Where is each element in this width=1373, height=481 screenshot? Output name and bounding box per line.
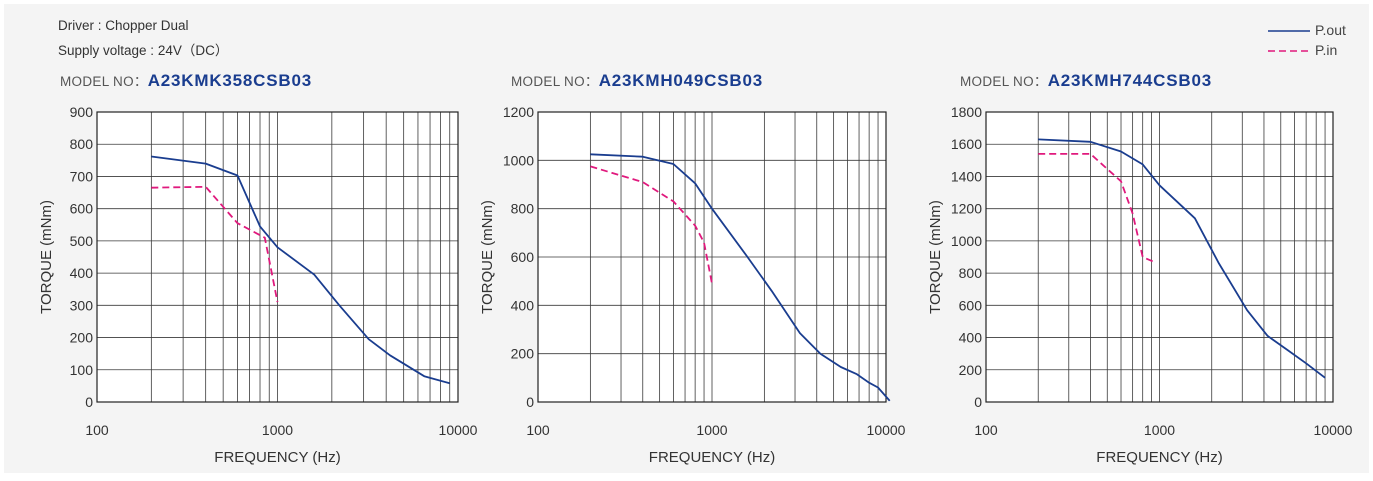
legend-label-pin: P.in (1315, 42, 1338, 58)
y-tick-label: 400 (959, 330, 983, 346)
y-tick-label: 800 (959, 265, 983, 281)
x-tick-label: 100 (974, 422, 998, 438)
y-tick-label: 1600 (951, 136, 982, 152)
series-line-pout (151, 155, 450, 385)
y-tick-label: 1200 (951, 201, 982, 217)
y-tick-label: 1000 (503, 152, 534, 168)
chart-2: 0 200 400 600 800 1000 1200 100 1000 10000 FREQUEN… (479, 104, 906, 466)
x-tick-label: 10000 (867, 422, 906, 438)
series-line-pin (590, 165, 713, 284)
y-tick-label: 0 (85, 394, 93, 410)
y-tick-label: 400 (70, 265, 94, 281)
series-line-pin (151, 185, 279, 303)
model-label-1: MODEL NO：A23KMK358CSB03 (60, 70, 312, 91)
x-axis-label: FREQUENCY (Hz) (1096, 449, 1222, 466)
chart-3: 0 200 400 600 800 1000 1200 1400 1600 1800 100 1000… (927, 104, 1353, 466)
x-tick-label: 100 (526, 422, 550, 438)
y-tick-label: 1200 (503, 104, 534, 120)
legend-swatches (1268, 30, 1310, 52)
plot-frame (537, 111, 887, 403)
x-tick-label: 10000 (1314, 422, 1353, 438)
torque-characteristics-sheet: Driver : Chopper Dual Supply voltage : 2… (4, 4, 1369, 473)
y-tick-label: 200 (70, 330, 94, 346)
y-tick-label: 0 (974, 394, 982, 410)
y-tick-label: 800 (70, 136, 94, 152)
x-tick-label: 1000 (262, 422, 293, 438)
model-prefix: MODEL NO： (960, 74, 1048, 89)
y-axis-label: TORQUE (mNm) (479, 200, 496, 314)
model-prefix: MODEL NO： (60, 74, 148, 89)
y-tick-label: 500 (70, 233, 94, 249)
y-tick-label: 200 (511, 346, 535, 362)
y-tick-label: 200 (959, 362, 983, 378)
model-number: A23KMH049CSB03 (598, 71, 763, 90)
driver-info: Driver : Chopper Dual (58, 18, 189, 33)
x-axis-label: FREQUENCY (Hz) (214, 449, 340, 466)
y-tick-label: 600 (511, 249, 535, 265)
y-tick-label: 0 (526, 394, 534, 410)
y-axis-label: TORQUE (mNm) (927, 200, 944, 314)
y-tick-label: 700 (70, 168, 94, 184)
y-tick-label: 1400 (951, 168, 982, 184)
model-prefix: MODEL NO： (511, 74, 599, 89)
y-tick-label: 600 (959, 297, 983, 313)
x-tick-label: 100 (85, 422, 109, 438)
plot-frame (96, 111, 459, 403)
y-tick-label: 100 (70, 362, 94, 378)
x-axis-label: FREQUENCY (Hz) (649, 449, 775, 466)
y-tick-label: 1000 (951, 233, 982, 249)
y-tick-label: 800 (511, 201, 535, 217)
y-tick-label: 600 (70, 201, 94, 217)
model-number: A23KMH744CSB03 (1047, 71, 1212, 90)
x-tick-label: 1000 (1144, 422, 1175, 438)
series-line-pin (1038, 152, 1156, 264)
y-tick-label: 1800 (951, 104, 982, 120)
legend: P.out P.in (1266, 13, 1366, 63)
x-tick-label: 1000 (696, 422, 727, 438)
y-tick-label: 400 (511, 297, 535, 313)
series-line-pout (1038, 138, 1326, 379)
supply-voltage-info: Supply voltage : 24V（DC） (58, 43, 229, 58)
legend-label-pout: P.out (1315, 22, 1346, 38)
model-number: A23KMK358CSB03 (147, 71, 312, 90)
plot-frame (985, 111, 1334, 403)
series-line-pout (590, 153, 891, 402)
y-tick-label: 900 (70, 104, 94, 120)
y-tick-label: 300 (70, 297, 94, 313)
y-axis-label: TORQUE (mNm) (38, 200, 55, 314)
model-label-2: MODEL NO：A23KMH049CSB03 (511, 70, 763, 91)
chart-1: 0 100 200 300 400 500 600 700 800 900 100 1000 10000… (38, 104, 478, 466)
x-tick-label: 10000 (439, 422, 478, 438)
model-label-3: MODEL NO：A23KMH744CSB03 (960, 70, 1212, 91)
